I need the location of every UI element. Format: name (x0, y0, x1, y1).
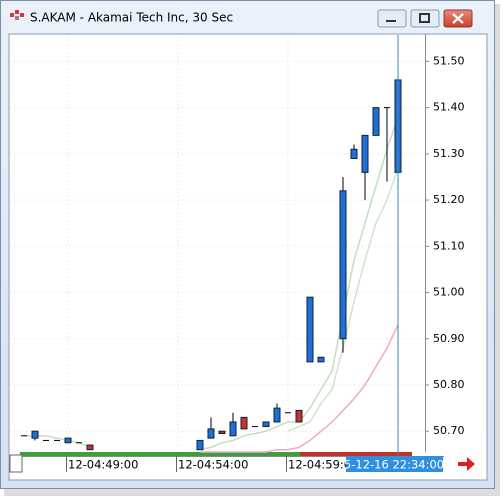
close-icon (452, 13, 464, 24)
candle-body (262, 421, 270, 428)
candle-body (218, 430, 226, 435)
scroll-arrow[interactable] (458, 457, 475, 471)
candle-body (350, 148, 358, 159)
y-tick-label: 51.10 (433, 239, 465, 252)
candle-body (372, 107, 380, 136)
candle-body (273, 407, 281, 423)
x-tick-label: 12-04:54:00 (178, 458, 248, 472)
candle-body (207, 428, 215, 439)
candle-body (196, 439, 204, 451)
candle-body (295, 409, 303, 423)
minimize-button[interactable] (377, 9, 407, 28)
scroll-box[interactable] (9, 454, 23, 473)
y-tick-label: 51.30 (433, 147, 465, 160)
candle-body (64, 437, 72, 444)
y-tick-label: 50.90 (433, 332, 465, 345)
candle-body (306, 296, 314, 363)
candle-body (361, 134, 369, 173)
candle-body (317, 356, 325, 363)
y-tick-label: 51.40 (433, 101, 465, 114)
y-tick-label: 51.00 (433, 286, 465, 299)
y-tick-label: 51.50 (433, 54, 465, 67)
y-tick-label: 50.70 (433, 424, 465, 437)
chart-panel (8, 33, 488, 481)
session-strip (20, 452, 300, 456)
maximize-icon (419, 13, 430, 23)
app-icon (10, 10, 24, 20)
candle-body (339, 190, 347, 340)
maximize-button[interactable] (410, 9, 440, 28)
y-tick-label: 50.80 (433, 378, 465, 391)
x-tick-label: 12-04:49:00 (68, 458, 138, 472)
x-tick-label: 12-04:59:00 (288, 458, 358, 472)
window-title: S.AKAM - Akamai Tech Inc, 30 Sec (30, 11, 233, 25)
candle-body (229, 421, 237, 437)
minimize-icon (386, 20, 396, 22)
y-tick-label: 51.20 (433, 193, 465, 206)
line (200, 324, 399, 453)
cursor-label-box (346, 456, 443, 472)
candle-body (31, 430, 39, 439)
candle-body (86, 444, 94, 451)
candle-body (240, 416, 248, 430)
cursor-label: 5-12-16 22:34:00 (344, 458, 444, 472)
session-strip (300, 452, 412, 456)
